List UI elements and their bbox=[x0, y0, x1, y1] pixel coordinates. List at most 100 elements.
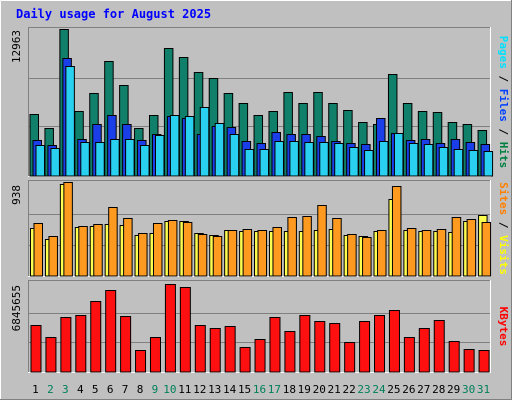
sites-bar-day-23 bbox=[362, 237, 372, 277]
sites-bar-day-26 bbox=[406, 228, 417, 277]
pages-bar-day-29 bbox=[453, 149, 464, 177]
sites-bar-day-21 bbox=[332, 218, 342, 277]
pages-bar-day-1 bbox=[35, 145, 45, 177]
pages-bar-day-18 bbox=[289, 141, 299, 177]
day-label-19: 19 bbox=[298, 383, 311, 396]
kbytes-bar-day-17 bbox=[269, 317, 281, 373]
sites-bar-day-13 bbox=[212, 236, 223, 277]
kbytes-bar-day-12 bbox=[194, 325, 206, 373]
day-label-12: 12 bbox=[193, 383, 206, 396]
chart-title: Daily usage for August 2025 bbox=[16, 7, 211, 21]
visits-panel-ylabel-part: / bbox=[497, 215, 510, 235]
sites-bar-day-9 bbox=[152, 223, 163, 277]
kbytes-bar-day-19 bbox=[299, 315, 311, 373]
pages-bar-day-22 bbox=[349, 147, 359, 177]
day-label-9: 9 bbox=[152, 383, 159, 396]
pages-bar-day-21 bbox=[334, 143, 344, 177]
hits-panel-ylabel-part: / bbox=[497, 69, 510, 89]
pages-bar-day-6 bbox=[110, 139, 120, 177]
sites-bar-day-6 bbox=[108, 207, 118, 277]
kbytes-panel-max-label: 6845655 bbox=[10, 285, 23, 331]
sites-bar-day-30 bbox=[466, 219, 477, 277]
day-label-10: 10 bbox=[163, 383, 176, 396]
pages-bar-day-27 bbox=[423, 144, 434, 177]
kbytes-bar-day-14 bbox=[224, 326, 236, 373]
sites-bar-day-12 bbox=[197, 234, 208, 277]
pages-bar-day-17 bbox=[274, 141, 284, 177]
pages-bar-day-5 bbox=[95, 142, 105, 177]
kbytes-panel-ylabel-part: KBytes bbox=[497, 307, 510, 347]
kbytes-bar-day-31 bbox=[478, 350, 490, 373]
kbytes-bar-day-4 bbox=[75, 315, 87, 373]
day-label-11: 11 bbox=[178, 383, 191, 396]
day-label-21: 21 bbox=[328, 383, 341, 396]
sites-bar-day-24 bbox=[377, 230, 387, 277]
pages-bar-day-12 bbox=[199, 107, 210, 177]
day-label-27: 27 bbox=[417, 383, 430, 396]
pages-bar-day-2 bbox=[50, 148, 60, 177]
day-label-16: 16 bbox=[253, 383, 266, 396]
sites-bar-day-2 bbox=[48, 236, 58, 277]
kbytes-bar-day-29 bbox=[448, 341, 460, 373]
day-label-20: 20 bbox=[313, 383, 326, 396]
pages-bar-day-9 bbox=[154, 135, 165, 177]
sites-bar-day-1 bbox=[33, 223, 43, 277]
day-label-29: 29 bbox=[447, 383, 460, 396]
visits-panel-ylabel-part: Sites bbox=[497, 182, 510, 215]
sites-bar-day-3 bbox=[63, 182, 73, 277]
day-label-31: 31 bbox=[477, 383, 490, 396]
day-label-24: 24 bbox=[372, 383, 386, 396]
kbytes-bar-day-6 bbox=[105, 290, 117, 373]
pages-bar-day-15 bbox=[244, 149, 255, 177]
kbytes-bar-day-16 bbox=[254, 339, 266, 373]
kbytes-bar-day-13 bbox=[209, 328, 221, 373]
visits-panel-max-label: 938 bbox=[10, 185, 23, 205]
day-label-22: 22 bbox=[342, 383, 355, 396]
kbytes-bar-day-2 bbox=[45, 337, 57, 373]
kbytes-bar-day-22 bbox=[344, 342, 356, 373]
pages-bar-day-16 bbox=[259, 149, 270, 177]
hits-panel-ylabel: Pages / Files / Hits bbox=[497, 36, 510, 169]
day-label-15: 15 bbox=[238, 383, 251, 396]
kbytes-bar-day-27 bbox=[418, 328, 430, 373]
pages-bar-day-25 bbox=[393, 133, 404, 177]
day-label-30: 30 bbox=[462, 383, 475, 396]
hits-panel-ylabel-part: Files bbox=[497, 89, 510, 122]
kbytes-bar-day-25 bbox=[388, 310, 400, 373]
kbytes-bar-day-15 bbox=[239, 347, 251, 373]
kbytes-bar-day-10 bbox=[164, 284, 176, 373]
day-label-5: 5 bbox=[92, 383, 99, 396]
pages-bar-day-13 bbox=[214, 123, 225, 177]
kbytes-bar-day-5 bbox=[90, 301, 102, 373]
pages-bar-day-20 bbox=[319, 142, 329, 177]
pages-bar-day-3 bbox=[65, 66, 75, 177]
sites-bar-day-25 bbox=[391, 186, 402, 277]
day-label-7: 7 bbox=[122, 383, 129, 396]
sites-bar-day-14 bbox=[227, 230, 238, 277]
kbytes-bar-day-28 bbox=[433, 320, 445, 373]
sites-bar-day-28 bbox=[436, 229, 447, 277]
sites-bar-day-16 bbox=[257, 230, 268, 277]
sites-bar-day-4 bbox=[78, 226, 88, 277]
kbytes-bar-day-3 bbox=[60, 317, 72, 373]
sites-bar-day-20 bbox=[317, 205, 327, 277]
pages-bar-day-24 bbox=[379, 141, 389, 177]
kbytes-bar-day-20 bbox=[314, 321, 326, 373]
pages-bar-day-14 bbox=[229, 134, 240, 177]
sites-bar-day-7 bbox=[123, 218, 133, 277]
day-label-8: 8 bbox=[137, 383, 144, 396]
hits-panel-max-label: 12963 bbox=[10, 30, 23, 63]
day-label-23: 23 bbox=[357, 383, 370, 396]
sites-bar-day-27 bbox=[421, 230, 432, 277]
sites-bar-day-18 bbox=[287, 217, 297, 277]
hits-panel-ylabel-part: Hits bbox=[497, 142, 510, 169]
pages-bar-day-30 bbox=[468, 150, 479, 177]
day-label-28: 28 bbox=[432, 383, 445, 396]
kbytes-bar-day-1 bbox=[30, 325, 42, 373]
visits-panel-ylabel-part: Visits bbox=[497, 235, 510, 275]
day-label-25: 25 bbox=[387, 383, 400, 396]
day-label-17: 17 bbox=[268, 383, 281, 396]
sites-bar-day-31 bbox=[481, 222, 492, 277]
kbytes-bar-day-7 bbox=[120, 316, 132, 373]
